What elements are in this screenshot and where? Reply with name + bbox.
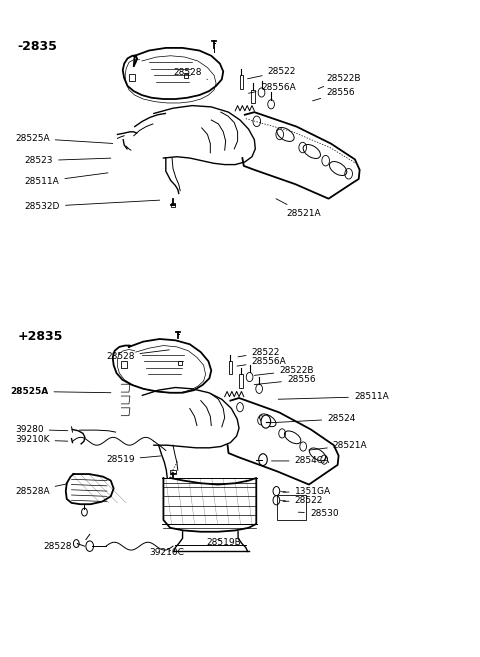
Circle shape — [86, 541, 94, 551]
Text: 28522B: 28522B — [318, 74, 360, 89]
Text: 28521A: 28521A — [309, 441, 368, 450]
Text: 28523: 28523 — [24, 156, 111, 165]
Text: 28556: 28556 — [312, 88, 355, 101]
Text: 28525A: 28525A — [10, 387, 111, 396]
Text: 39280: 39280 — [15, 425, 68, 434]
Text: 28556A: 28556A — [237, 357, 286, 366]
Bar — [252, 90, 255, 103]
Text: 28519: 28519 — [106, 455, 161, 464]
Text: 28511A: 28511A — [24, 173, 108, 186]
Bar — [121, 361, 127, 368]
Text: 2854CA: 2854CA — [272, 457, 330, 465]
Text: 28528: 28528 — [106, 350, 169, 361]
Text: 28521A: 28521A — [276, 198, 321, 217]
Text: +2835: +2835 — [17, 330, 63, 343]
Text: 1351GA: 1351GA — [283, 487, 331, 495]
Text: 28556A: 28556A — [249, 83, 296, 93]
Text: 28528A: 28528A — [15, 484, 67, 495]
Circle shape — [268, 100, 275, 109]
Text: 28511A: 28511A — [278, 392, 389, 401]
Text: 28532D: 28532D — [24, 200, 160, 211]
Bar — [170, 203, 175, 206]
Circle shape — [256, 384, 263, 394]
Bar — [240, 76, 243, 89]
Text: 28528: 28528 — [173, 68, 207, 79]
Bar — [129, 74, 135, 81]
Circle shape — [273, 486, 280, 495]
Bar — [170, 470, 176, 474]
Text: 39210K: 39210K — [15, 436, 68, 444]
Bar — [239, 374, 243, 388]
Bar — [178, 361, 181, 365]
Text: 28522: 28522 — [283, 496, 323, 505]
Bar — [228, 361, 232, 374]
Circle shape — [258, 88, 265, 97]
Text: 28525A: 28525A — [15, 134, 113, 143]
Text: 28530: 28530 — [298, 509, 338, 518]
Circle shape — [73, 539, 79, 547]
Text: -2835: -2835 — [17, 40, 57, 53]
Text: 39210C: 39210C — [149, 548, 184, 557]
Circle shape — [82, 508, 87, 516]
Text: 28522: 28522 — [238, 348, 280, 357]
Text: 28522B: 28522B — [254, 366, 314, 375]
Circle shape — [259, 454, 267, 466]
Bar — [277, 495, 306, 520]
Text: 28519B: 28519B — [206, 537, 241, 547]
Text: 28522: 28522 — [248, 67, 296, 79]
Text: 28524: 28524 — [270, 415, 356, 424]
Circle shape — [273, 495, 280, 505]
Text: 28528: 28528 — [44, 541, 78, 551]
Text: 28556: 28556 — [254, 375, 315, 384]
Circle shape — [261, 415, 271, 428]
Circle shape — [246, 373, 253, 382]
Bar — [184, 74, 188, 78]
